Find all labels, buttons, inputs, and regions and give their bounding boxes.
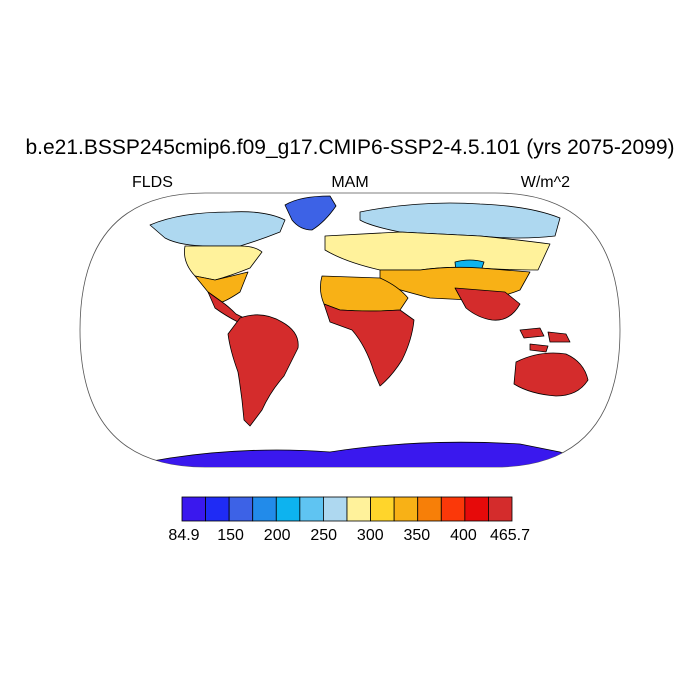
colorbar-tick-label: 400 xyxy=(450,527,477,544)
colorbar-swatch xyxy=(346,496,371,522)
colorbar-swatch xyxy=(275,496,301,522)
colorbar-tick-label: 84.9 xyxy=(168,527,200,544)
variable-label: FLDS xyxy=(132,174,173,191)
season-label: MAM xyxy=(331,174,369,191)
colorbar-swatch xyxy=(488,496,513,522)
colorbar-swatch xyxy=(181,496,206,522)
south-america-region xyxy=(227,314,299,427)
colorbar-tick-label: 250 xyxy=(310,527,338,544)
colorbar-swatch xyxy=(228,496,254,522)
colorbar-tick-label: 465.7 xyxy=(489,527,531,544)
colorbar-swatch xyxy=(370,496,395,522)
australia-region xyxy=(513,352,589,397)
eurasia-arctic xyxy=(359,202,561,239)
colorbar-swatch xyxy=(464,496,489,522)
colorbar-swatch xyxy=(323,496,348,522)
colorbar-swatch xyxy=(205,496,230,522)
colorbar-swatch xyxy=(299,496,324,522)
south-asia-region xyxy=(454,287,521,321)
colorbar-tick-label: 300 xyxy=(356,527,384,544)
colorbar-tick-label: 200 xyxy=(263,527,291,544)
north-america-subtropic xyxy=(194,271,249,303)
colorbar-swatch xyxy=(417,496,442,522)
greenland-region xyxy=(284,195,337,231)
colorbar-tick-label: 150 xyxy=(217,527,244,544)
units-label: W/m^2 xyxy=(520,174,570,191)
north-america-arctic xyxy=(149,211,286,247)
colorbar-swatch xyxy=(393,496,419,522)
colorbar xyxy=(181,496,513,522)
map-title: b.e21.BSSP245cmip6.f09_g17.CMIP6-SSP2-4.… xyxy=(25,136,675,159)
colorbar-swatch xyxy=(252,496,277,522)
indonesia-islands xyxy=(519,327,571,353)
colorbar-tick-label: 350 xyxy=(403,527,431,544)
north-america-temperate xyxy=(184,245,263,281)
colorbar-swatch xyxy=(440,496,466,522)
central-africa-region xyxy=(323,303,415,387)
antarctica-region xyxy=(99,441,601,467)
